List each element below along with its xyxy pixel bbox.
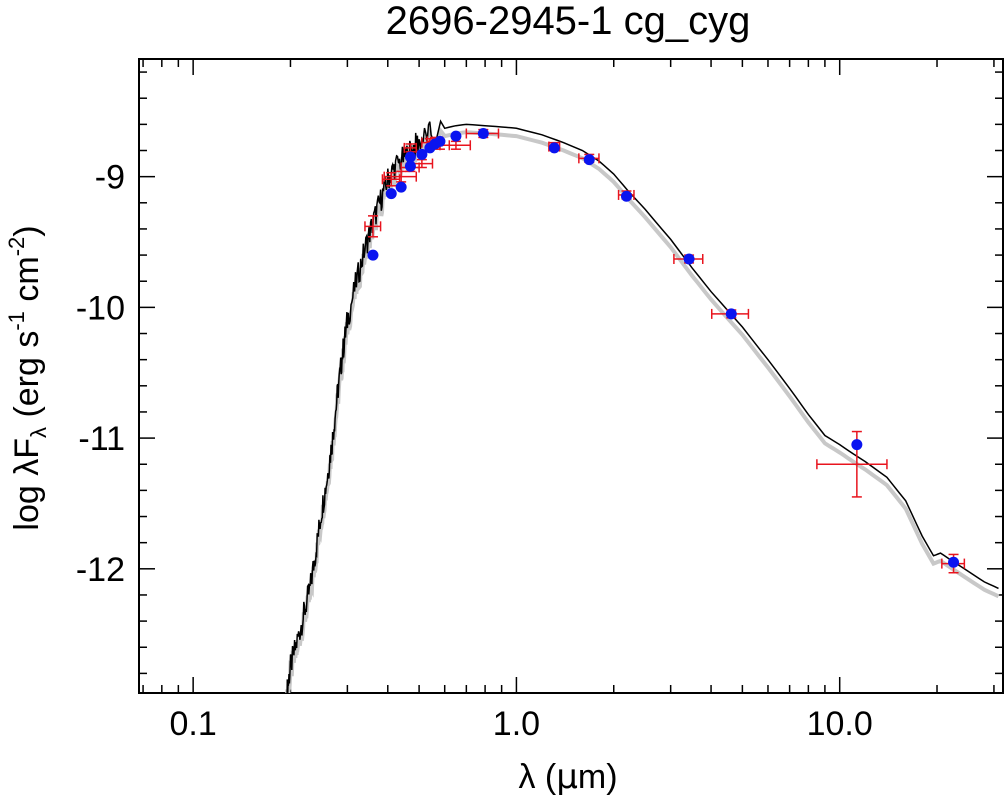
data-point [395, 181, 407, 193]
model-curves [285, 119, 1000, 693]
data-points [367, 128, 960, 568]
x-tick-label: 0.1 [170, 705, 217, 743]
data-point [948, 556, 960, 568]
data-point [450, 130, 462, 142]
data-point [548, 142, 560, 154]
axis-ticks [139, 59, 1003, 693]
y-tick-label: -11 [78, 420, 125, 458]
data-point [683, 253, 695, 265]
y-axis-label: log λFλ (erg s-1 cm-2) [4, 225, 51, 530]
data-point [725, 308, 737, 320]
data-point [416, 148, 428, 160]
model-curve-grey [285, 125, 1000, 693]
y-tick-label: -12 [76, 551, 125, 589]
data-point [404, 160, 416, 172]
data-point [404, 151, 416, 163]
chart-title: 2696-2945-1 cg_cyg [386, 0, 751, 43]
error-bars [364, 128, 966, 574]
data-point [620, 190, 632, 202]
plot-area [138, 58, 1004, 694]
data-point [851, 439, 863, 451]
data-point [385, 188, 397, 200]
data-point [434, 135, 446, 147]
data-point [367, 249, 379, 261]
x-axis-label: λ (μm) [518, 757, 617, 797]
data-point [477, 128, 489, 140]
x-tick-label: 10.0 [807, 705, 873, 743]
model-curve-black [286, 119, 999, 693]
data-point [583, 154, 595, 166]
x-tick-label: 1.0 [493, 705, 540, 743]
axis-tick-labels: 0.1 1.0 10.0 -9 -10 -11 -12 [76, 159, 873, 743]
y-tick-label: -9 [95, 159, 125, 197]
y-tick-label: -10 [76, 289, 125, 327]
plot-frame [138, 58, 1004, 694]
